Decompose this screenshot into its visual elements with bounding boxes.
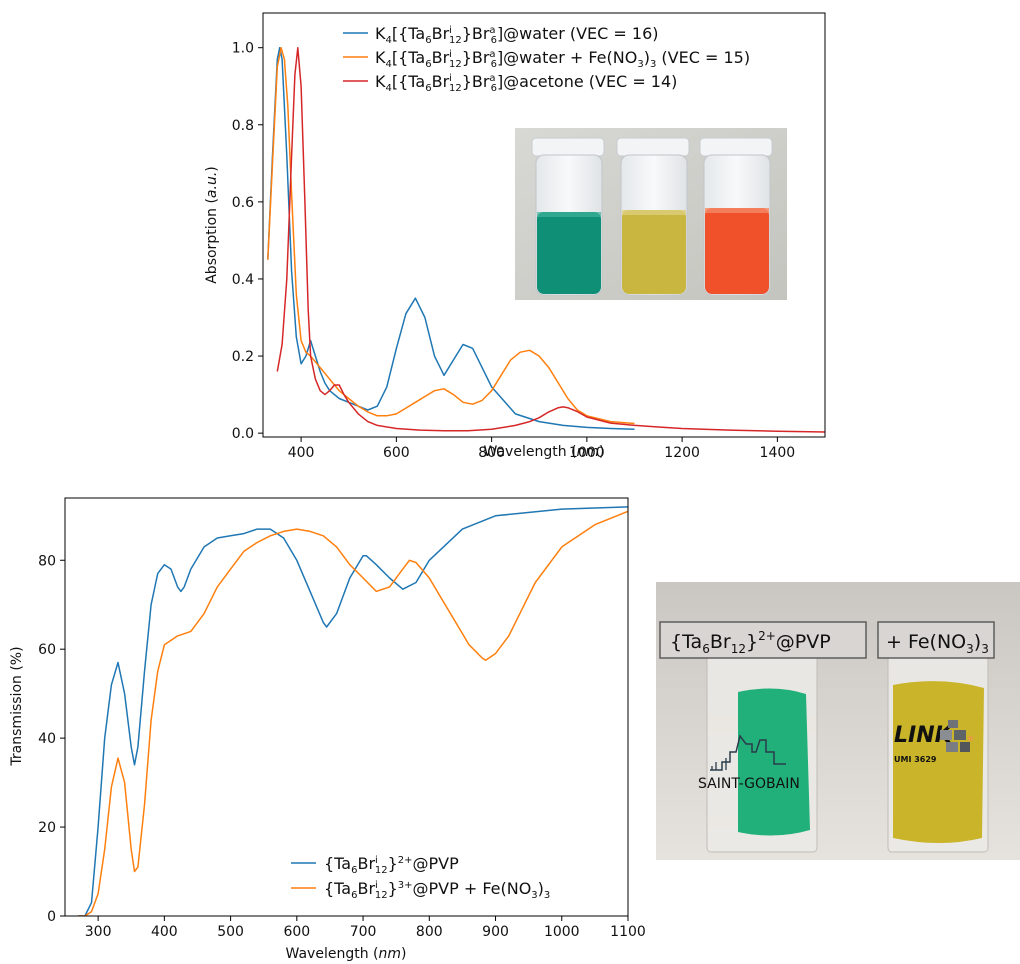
- transmission-x-tick-label: 800: [416, 924, 443, 940]
- film-label-box-left: [659, 621, 867, 659]
- vial-liquid-yellow: [622, 210, 686, 294]
- transmission-series-line-1: [78, 510, 628, 916]
- link-logo: LINK UMI 3629: [894, 720, 973, 764]
- absorption-x-tick-label: 1200: [664, 445, 700, 461]
- absorption-x-tick-label: 600: [383, 445, 410, 461]
- absorption-y-ticks: 0.0 0.2 0.4 0.6 0.8 1.0: [232, 41, 263, 442]
- absorption-y-axis-label: Absorption (a.u.): [204, 166, 220, 284]
- transmission-plot-frame: [64, 497, 629, 917]
- legend-label-water: K4[{Ta6Bri 12}Bra 6]@water (VEC = 16): [375, 24, 659, 46]
- absorption-x-tick-label: 800: [478, 445, 505, 461]
- svg-text:UMI 3629: UMI 3629: [894, 755, 937, 764]
- transmission-x-tick-label: 1100: [610, 924, 646, 940]
- absorption-y-tick-label: 0.4: [232, 272, 254, 288]
- film-label-right: + Fe(NO3)3: [886, 631, 989, 656]
- film-label-box-right: [877, 621, 995, 659]
- absorption-x-ticks: 400 600 800 1000 1200 1400: [288, 437, 795, 461]
- transmission-chart: 300 400 500 600 700 800 900 1000 1100 020406080 …: [9, 497, 646, 962]
- absorption-y-tick-label: 0.2: [232, 349, 254, 365]
- vials-photo: [515, 128, 787, 300]
- saint-gobain-logo: SAINT-GOBAIN: [698, 734, 800, 792]
- vial-water: [531, 137, 605, 296]
- transmission-x-tick-label: 400: [151, 924, 178, 940]
- transmission-y-tick-label: 0: [47, 909, 56, 925]
- transmission-y-tick-label: 40: [38, 731, 56, 747]
- transmission-x-tick-label: 500: [217, 924, 244, 940]
- absorption-y-tick-label: 0.8: [232, 118, 254, 134]
- transmission-x-ticks: 300 400 500 600 700 800 900 1000 1100: [85, 916, 646, 940]
- vial-liquid-red: [705, 208, 769, 294]
- legend-label-pvp-fe: {Ta6Bri 12}3+@PVP + Fe(NO3)3: [324, 879, 550, 901]
- transmission-x-axis-label: Wavelength (nm): [286, 946, 407, 962]
- absorption-x-tick-label: 400: [288, 445, 315, 461]
- transmission-x-tick-label: 600: [283, 924, 310, 940]
- transmission-x-tick-label: 700: [350, 924, 377, 940]
- absorption-y-tick-label: 0.6: [232, 195, 254, 211]
- absorption-series-line-2: [276, 46, 825, 433]
- vial-water-fe: [616, 137, 690, 296]
- absorption-x-axis-label: Wavelength (nm): [484, 444, 605, 460]
- absorption-series-group: [267, 46, 825, 433]
- absorption-series-line-1: [267, 46, 635, 425]
- absorption-y-tick-label: 1.0: [232, 41, 254, 57]
- legend-label-pvp: {Ta6Bri 12}2+@PVP: [324, 854, 459, 876]
- vial-acetone: [699, 137, 773, 296]
- absorption-plot-frame: [262, 12, 826, 438]
- transmission-y-tick-label: 20: [38, 820, 56, 836]
- absorption-legend: K4[{Ta6Bri 12}Bra 6]@water (VEC = 16) K4[{…: [343, 24, 750, 94]
- film-label-left: {Ta6Br12}2+@PVP: [670, 629, 831, 656]
- films-photo: {Ta6Br12}2+@PVP + Fe(NO3)3 SAINT-GOBAIN …: [656, 582, 1020, 860]
- transmission-y-tick-label: 80: [38, 553, 56, 569]
- legend-label-water-fe: K4[{Ta6Bri 12}Bra 6]@water + Fe(NO3)3 (VEC…: [375, 48, 750, 70]
- transmission-x-tick-label: 300: [85, 924, 112, 940]
- absorption-y-tick-label: 0.0: [232, 426, 254, 442]
- transmission-series-group: [78, 506, 628, 916]
- absorption-series-line-0: [267, 46, 635, 431]
- absorption-x-tick-label: 1000: [569, 445, 605, 461]
- legend-label-acetone: K4[{Ta6Bri 12}Bra 6]@acetone (VEC = 14): [375, 72, 677, 94]
- transmission-y-tick-label: 60: [38, 642, 56, 658]
- transmission-x-tick-label: 1000: [544, 924, 580, 940]
- svg-text:SAINT-GOBAIN: SAINT-GOBAIN: [698, 776, 800, 792]
- transmission-y-axis-label: Transmission (%): [9, 646, 25, 766]
- film-yellow: [893, 681, 984, 843]
- absorption-chart: 400 600 800 1000 1200 1400 0.0 0.2 0.4 0.6 0.8 1.0…: [204, 12, 826, 461]
- transmission-x-tick-label: 900: [482, 924, 509, 940]
- vial-liquid-green: [537, 212, 601, 294]
- absorption-x-tick-label: 1400: [760, 445, 796, 461]
- transmission-series-line-0: [78, 506, 628, 916]
- transmission-y-ticks: 0 20 40 60 80: [38, 553, 65, 925]
- transmission-legend: {Ta6Bri 12}2+@PVP {Ta6Bri 12}3+@PVP + Fe(N…: [291, 854, 550, 901]
